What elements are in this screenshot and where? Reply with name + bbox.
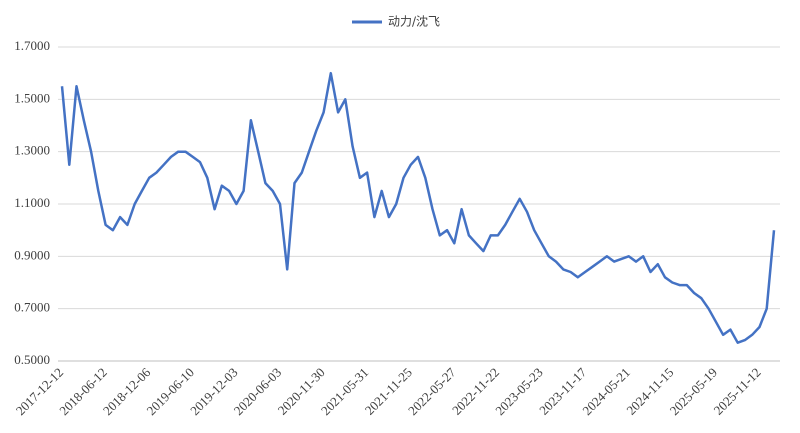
y-tick-label: 0.5000 <box>14 352 50 367</box>
y-tick-label: 1.1000 <box>14 195 50 210</box>
y-tick-label: 1.5000 <box>14 90 50 105</box>
y-tick-label: 1.7000 <box>14 38 50 53</box>
y-tick-label: 1.3000 <box>14 143 50 158</box>
y-tick-label: 0.9000 <box>14 247 50 262</box>
y-tick-label: 0.7000 <box>14 300 50 315</box>
x-tick-label: 2025-11-12 <box>711 365 764 418</box>
data-line <box>60 71 776 344</box>
legend-label: 动力/沈飞 <box>388 14 440 29</box>
